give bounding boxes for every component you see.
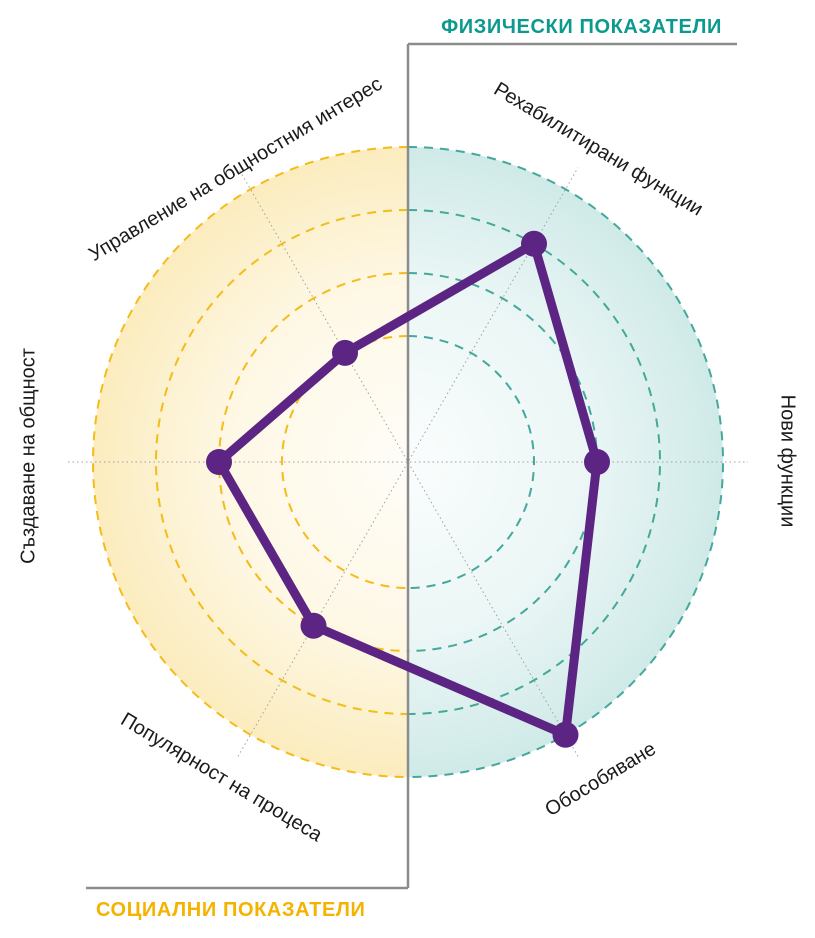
group-title-social-indicators: СОЦИАЛНИ ПОКАЗАТЕЛИ [96, 899, 366, 921]
ring-arc-social [92, 146, 409, 778]
data-point [300, 612, 327, 639]
axis-label-community-creation: Създаване на общност [17, 348, 39, 564]
data-point [332, 339, 358, 366]
group-title-physical-indicators: ФИЗИЧЕСКИ ПОКАЗАТЕЛИ [441, 16, 722, 38]
divider [86, 42, 737, 890]
background-half-social [93, 147, 408, 777]
ring-arc-physical [407, 335, 535, 589]
spoke-diagonal-60 [237, 167, 579, 757]
ring-arc-social [281, 335, 409, 589]
data-point [206, 449, 232, 475]
spoke-diagonal-120 [237, 167, 579, 757]
data-point [584, 449, 610, 475]
background-half-physical [408, 147, 723, 777]
data-point [521, 230, 547, 257]
data-points [206, 230, 610, 748]
axis-label-separation: Обособяване [541, 738, 660, 821]
data-point [552, 721, 579, 748]
axis-label-new-functions: Нови функции [777, 395, 799, 528]
spokes [68, 167, 748, 757]
